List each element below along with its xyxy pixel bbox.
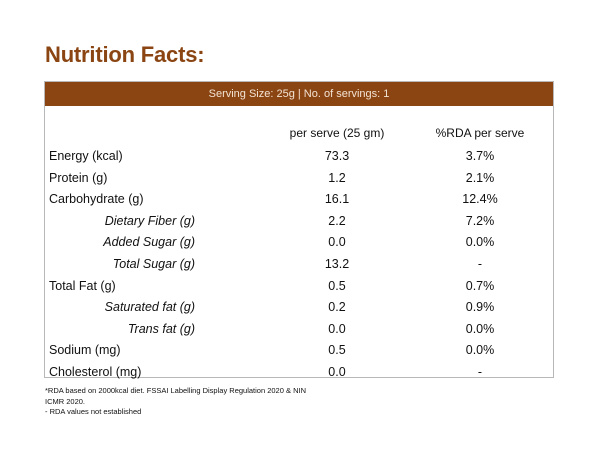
nutrient-row: Total Sugar (g) 13.2 - — [45, 257, 553, 278]
rda-value: - — [477, 365, 483, 379]
footnote-rda-not-established: - RDA values not established — [45, 407, 142, 416]
nutrient-name: Protein (g) — [49, 170, 108, 185]
nutrient-name: Total Sugar (g) — [112, 257, 195, 271]
footnote-rda-basis-cont: ICMR 2020. — [45, 396, 86, 406]
nutrient-name: Carbohydrate (g) — [49, 192, 144, 207]
nutrient-name: Trans fat (g) — [127, 321, 195, 336]
footnotes: *RDA based on 2000kcal diet. FSSAI Label… — [45, 386, 325, 418]
per-serve-value: 13.2 — [324, 257, 350, 271]
per-serve-value: 0.5 — [328, 278, 346, 293]
column-header-rda: %RDA per serve — [435, 126, 525, 140]
per-serve-value: 0.5 — [328, 343, 346, 358]
nutrient-row: Total Fat (g) 0.5 0.7% — [45, 279, 553, 300]
nutrient-row: Trans fat (g) 0.0 0.0% — [45, 322, 553, 343]
nutrient-name: Added Sugar (g) — [103, 235, 195, 250]
nutrient-row: Added Sugar (g) 0.0 0.0% — [45, 235, 553, 256]
rda-value: 0.0% — [465, 321, 495, 336]
rda-value: 2.1% — [465, 170, 495, 185]
rda-value: - — [477, 257, 483, 271]
per-serve-value: 2.2 — [328, 213, 346, 228]
nutrient-row: Carbohydrate (g) 16.1 12.4% — [45, 192, 553, 213]
nutrient-name: Total Fat (g) — [49, 278, 116, 293]
nutrient-name: Sodium (mg) — [49, 343, 121, 358]
nutrient-row: Saturated fat (g) 0.2 0.9% — [45, 300, 553, 321]
rda-value: 0.0% — [465, 343, 495, 358]
per-serve-value: 73.3 — [324, 149, 350, 163]
per-serve-value: 0.0 — [328, 365, 346, 379]
nutrient-row: Dietary Fiber (g) 2.2 7.2% — [45, 214, 553, 235]
per-serve-value: 0.0 — [328, 321, 346, 336]
nutrient-name: Energy (kcal) — [49, 149, 123, 163]
nutrient-row: Energy (kcal) 73.3 3.7% — [45, 149, 553, 170]
footnote-rda-basis: *RDA based on 2000kcal diet. FSSAI Label… — [45, 386, 306, 395]
per-serve-value: 1.2 — [328, 170, 346, 185]
rda-value: 0.0% — [465, 235, 495, 250]
rda-value: 0.7% — [465, 278, 495, 293]
per-serve-value: 0.2 — [328, 300, 346, 315]
per-serve-value: 16.1 — [324, 192, 350, 207]
rda-value: 12.4% — [462, 192, 498, 207]
nutrition-table: Serving Size: 25g | No. of servings: 1 p… — [44, 81, 554, 379]
column-header-per-serve: per serve (25 gm) — [289, 126, 385, 140]
rda-value: 7.2% — [465, 213, 495, 228]
nutrient-name: Dietary Fiber (g) — [104, 213, 195, 228]
nutrient-row: Sodium (mg) 0.5 0.0% — [45, 343, 553, 364]
serving-size-bar: Serving Size: 25g | No. of servings: 1 — [45, 82, 553, 106]
rda-value: 0.9% — [465, 300, 495, 315]
nutrient-name: Cholesterol (mg) — [49, 365, 142, 379]
nutrient-row: Protein (g) 1.2 2.1% — [45, 171, 553, 192]
rda-value: 3.7% — [465, 149, 495, 163]
nutrient-name: Saturated fat (g) — [104, 300, 195, 315]
per-serve-value: 0.0 — [328, 235, 346, 250]
page-title: Nutrition Facts: — [45, 42, 205, 67]
nutrient-row: Cholesterol (mg) 0.0 - — [45, 365, 553, 386]
